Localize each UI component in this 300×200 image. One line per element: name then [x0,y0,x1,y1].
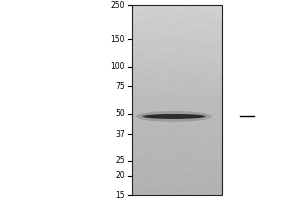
Text: 250: 250 [110,0,125,9]
Text: 20: 20 [116,171,125,180]
Text: 15: 15 [116,190,125,200]
Text: 50: 50 [115,109,125,118]
Text: 150: 150 [110,35,125,44]
Bar [132,5,222,195]
Ellipse shape [136,111,212,122]
Text: 25: 25 [116,156,125,165]
Text: 100: 100 [110,62,125,71]
Ellipse shape [142,114,206,119]
Text: 75: 75 [115,82,125,91]
Text: 37: 37 [115,130,125,139]
